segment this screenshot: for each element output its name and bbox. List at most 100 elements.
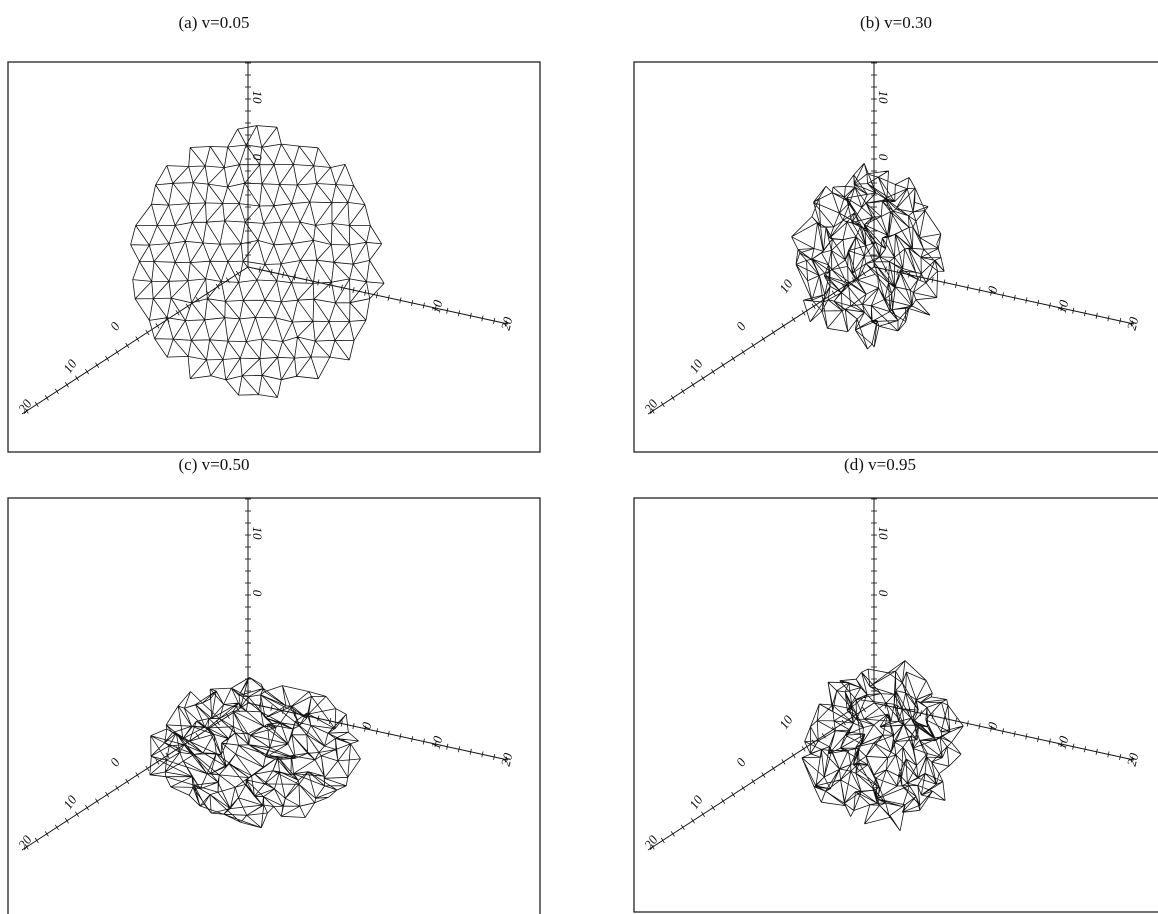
axis-tick [792, 753, 795, 758]
tick-label: 20 [15, 396, 35, 416]
tick-label: 20 [15, 832, 35, 852]
tick-label: 0 [984, 284, 1000, 295]
axis-tick [671, 831, 674, 836]
axis-tick [711, 805, 714, 810]
axis-tick [752, 343, 755, 348]
axis-tick [186, 304, 189, 309]
axis-tick [661, 838, 664, 843]
axis-tick [772, 330, 775, 335]
axis-tick [792, 317, 795, 322]
axis-line [874, 703, 1134, 760]
panel-title: (d) v=0.95 [844, 455, 916, 474]
tick-label: 20 [641, 396, 661, 416]
axis-tick [75, 376, 78, 381]
axis-tick [772, 766, 775, 771]
tick-label: 20 [1124, 751, 1142, 768]
axis-tick [742, 350, 745, 355]
tick-label: 0 [250, 590, 265, 597]
axis-tick [681, 825, 684, 830]
axis-tick [721, 799, 724, 804]
axis-tick [126, 343, 129, 348]
axis-tick [782, 759, 785, 764]
tick-label: 10 [1054, 734, 1072, 751]
axis-tick [106, 792, 109, 797]
axis-tick [701, 812, 704, 817]
axis-line [648, 267, 874, 414]
panel-frame [8, 498, 540, 914]
wireframe-mesh [802, 661, 963, 831]
axis-tick [65, 382, 68, 387]
tick-label: 10 [60, 356, 80, 376]
axis-tick [136, 336, 139, 341]
tick-label: 0 [876, 154, 891, 161]
tick-label: 10 [60, 792, 80, 812]
tick-label: 20 [641, 832, 661, 852]
axis-tick [146, 330, 149, 335]
tick-label: 20 [498, 315, 516, 332]
panel-frame [8, 62, 540, 452]
axis-tick [65, 818, 68, 823]
axis-tick [802, 746, 805, 751]
axis-tick [126, 779, 129, 784]
axis-tick [862, 707, 865, 712]
tick-label: 10 [686, 792, 706, 812]
axis-tick [75, 812, 78, 817]
axis-line [248, 267, 508, 324]
tick-label: 10 [428, 734, 446, 751]
tick-label: 0 [250, 154, 265, 161]
tick-label: 0 [107, 755, 123, 769]
axis-tick [156, 323, 159, 328]
axis-tick [45, 395, 48, 400]
wireframe-mesh [131, 126, 385, 398]
axis-tick [742, 786, 745, 791]
tick-label: 0 [733, 755, 749, 769]
axis-tick [55, 825, 58, 830]
axis-tick [762, 336, 765, 341]
tick-label: 0 [733, 319, 749, 333]
tick-label: 10 [876, 527, 891, 541]
tick-label: 20 [1124, 315, 1142, 332]
axis-tick [85, 369, 88, 374]
axis-tick [116, 350, 119, 355]
axis-tick [35, 402, 38, 407]
tick-label: 10 [776, 276, 796, 296]
panel-title: (c) v=0.50 [179, 455, 250, 474]
axis-tick [701, 376, 704, 381]
tick-label: 10 [876, 91, 891, 105]
axis-tick [832, 291, 835, 296]
axis-tick [106, 356, 109, 361]
tick-label: 0 [876, 590, 891, 597]
tick-label: 10 [250, 527, 265, 541]
axis-tick [752, 779, 755, 784]
axis-tick [95, 363, 98, 368]
axis-line [22, 703, 248, 850]
axis-tick [55, 389, 58, 394]
wireframe-mesh [150, 678, 361, 828]
tick-label: 10 [686, 356, 706, 376]
wireframe-mesh [792, 163, 945, 349]
axis-tick [45, 831, 48, 836]
axis-tick [802, 310, 805, 315]
axis-line [248, 703, 508, 760]
axis-tick [721, 363, 724, 368]
axis-tick [782, 323, 785, 328]
tick-label: 0 [358, 720, 374, 731]
panel-title: (a) v=0.05 [179, 13, 250, 32]
panel: 100102001020 [8, 62, 540, 452]
axis-tick [711, 369, 714, 374]
axis-tick [812, 740, 815, 745]
axis-tick [732, 792, 735, 797]
axis-tick [842, 720, 845, 725]
tick-label: 20 [498, 751, 516, 768]
panel-frame [634, 62, 1158, 452]
axis-tick [671, 395, 674, 400]
axis-tick [762, 772, 765, 777]
axis-tick [85, 805, 88, 810]
axis-tick [116, 786, 119, 791]
panel: 100010201001020 [634, 62, 1158, 452]
axis-tick [862, 271, 865, 276]
axis-tick [35, 838, 38, 843]
axis-tick [812, 304, 815, 309]
axis-tick [732, 356, 735, 361]
